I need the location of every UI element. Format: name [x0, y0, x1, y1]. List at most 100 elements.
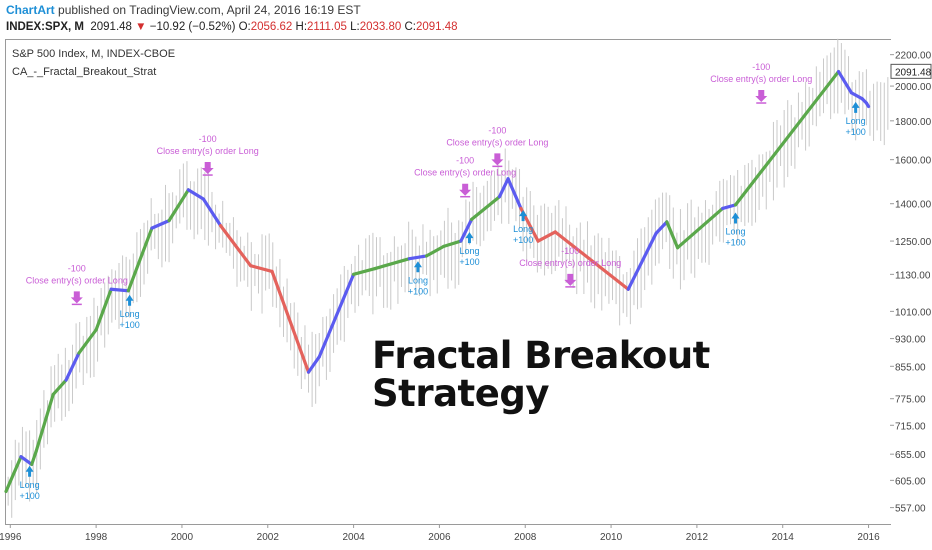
- close-value: 2091.48: [415, 21, 458, 33]
- close-arrow-icon: [755, 90, 768, 103]
- long-signal-label: Long: [513, 224, 533, 234]
- long-arrow-icon: [731, 212, 740, 224]
- long-signal-label: Long: [120, 309, 140, 319]
- low-label: L:: [350, 21, 360, 33]
- long-arrow-icon: [125, 294, 134, 306]
- long-arrow-icon: [519, 210, 528, 222]
- open-label: O:: [238, 21, 251, 33]
- close-signal-qty: -100: [68, 263, 86, 273]
- last-price-tag-label: 2091.48: [895, 67, 932, 78]
- price-tick-label: 930.00: [895, 335, 926, 346]
- long-signal-qty: +100: [459, 257, 479, 267]
- time-tick-label: 2016: [857, 532, 880, 543]
- strategy-segment: [186, 188, 205, 201]
- time-tick-label: 2004: [342, 532, 365, 543]
- close-signal-label: Close entry(s) order Long: [157, 146, 259, 156]
- price-tick-label: 775.00: [895, 395, 926, 406]
- close-signal-label: Close entry(s) order Long: [519, 258, 621, 268]
- price-tick-label: 1010.00: [895, 307, 932, 318]
- long-signal-qty: +100: [725, 237, 745, 247]
- time-tick-label: 1998: [85, 532, 108, 543]
- open-value: 2056.62: [250, 21, 293, 33]
- strategy-segment: [506, 177, 523, 211]
- price-tick-label: 2000.00: [895, 82, 932, 93]
- close-signal-qty: -100: [488, 125, 506, 135]
- long-signal-qty: +100: [408, 286, 428, 296]
- close-arrow-icon: [201, 162, 214, 175]
- strategy-segment: [150, 219, 171, 230]
- strategy-segment: [626, 231, 658, 291]
- price-axis[interactable]: [890, 40, 932, 524]
- instrument-legend: S&P 500 Index, M, INDEX-CBOE: [12, 48, 176, 60]
- overlay-title: Fractal Breakout Strategy: [372, 337, 710, 413]
- strategy-segment: [94, 287, 113, 332]
- long-signal-qty: +100: [846, 127, 866, 137]
- price-tick-label: 605.00: [895, 476, 926, 487]
- long-arrow-icon: [465, 232, 474, 244]
- time-tick-label: 2014: [772, 532, 795, 543]
- close-signal-label: Close entry(s) order Long: [26, 275, 128, 285]
- strategy-segment: [4, 455, 23, 494]
- close-signal-qty: -100: [456, 156, 474, 166]
- brand-name[interactable]: ChartArt: [6, 3, 55, 17]
- time-tick-label: 2008: [514, 532, 537, 543]
- strategy-segment: [536, 230, 557, 243]
- long-signal-label: Long: [20, 480, 40, 490]
- price-tick-label: 1130.00: [895, 270, 931, 281]
- low-value: 2033.80: [359, 21, 402, 33]
- long-signal-qty: +100: [19, 491, 39, 501]
- overlay-title-line1: Fractal Breakout: [372, 334, 710, 377]
- long-signal-qty: +100: [513, 235, 533, 245]
- price-tick-label: 855.00: [895, 362, 926, 373]
- strategy-segment: [270, 269, 311, 374]
- strategy-segment: [201, 197, 223, 228]
- long-signal-label: Long: [725, 226, 745, 236]
- last-price-tag: [890, 63, 932, 79]
- close-arrow-icon: [459, 183, 472, 196]
- price-tick-label: 1250.00: [895, 237, 932, 248]
- strategy-segment: [306, 355, 321, 374]
- strategy-segment: [77, 328, 98, 355]
- close-arrow-icon: [564, 273, 577, 286]
- high-label: H:: [295, 21, 308, 33]
- strategy-segment: [167, 188, 190, 223]
- high-value: 2111.05: [307, 21, 347, 33]
- strategy-segment: [470, 195, 502, 221]
- long-signal-label: Long: [846, 116, 866, 126]
- close-signal-label: Close entry(s) order Long: [446, 137, 548, 147]
- down-triangle-icon: ▼: [135, 21, 147, 33]
- last-price: 2091.48: [90, 21, 132, 33]
- long-arrow-icon: [851, 101, 860, 113]
- time-tick-label: 2006: [428, 532, 451, 543]
- strategy-legend[interactable]: CA_-_Fractal_Breakout_Strat: [12, 66, 157, 78]
- strategy-segment: [64, 351, 81, 382]
- price-change: −10.92 (−0.52%): [149, 21, 236, 33]
- strategy-segment: [218, 224, 253, 268]
- strategy-segment: [836, 69, 853, 95]
- strategy-segment: [249, 264, 274, 274]
- strategy-segment: [19, 455, 34, 466]
- strategy-segment: [126, 226, 154, 293]
- strategy-segment: [424, 244, 446, 258]
- price-tick-label: 715.00: [895, 421, 926, 432]
- strategy-segment: [675, 206, 725, 250]
- close-label: C:: [404, 21, 416, 33]
- strategy-segment: [553, 230, 630, 291]
- publish-info: published on TradingView.com, April 24, …: [58, 3, 361, 17]
- close-signal-qty: -100: [561, 246, 579, 256]
- publish-line: ChartArt published on TradingView.com, A…: [6, 3, 361, 17]
- strategy-segment: [849, 91, 864, 101]
- close-arrow-icon: [491, 153, 504, 166]
- long-arrow-icon: [413, 261, 422, 273]
- strategy-segment: [51, 378, 68, 397]
- long-signal-label: Long: [459, 246, 479, 256]
- time-tick-label: 2000: [171, 532, 194, 543]
- long-arrow-icon: [25, 465, 34, 477]
- strategy-segment: [109, 287, 130, 293]
- time-tick-label: 1996: [0, 532, 22, 543]
- close-signal-qty: -100: [199, 134, 217, 144]
- strategy-segment: [497, 177, 510, 199]
- price-tick-label: 1400.00: [895, 200, 932, 211]
- time-tick-label: 2010: [600, 532, 623, 543]
